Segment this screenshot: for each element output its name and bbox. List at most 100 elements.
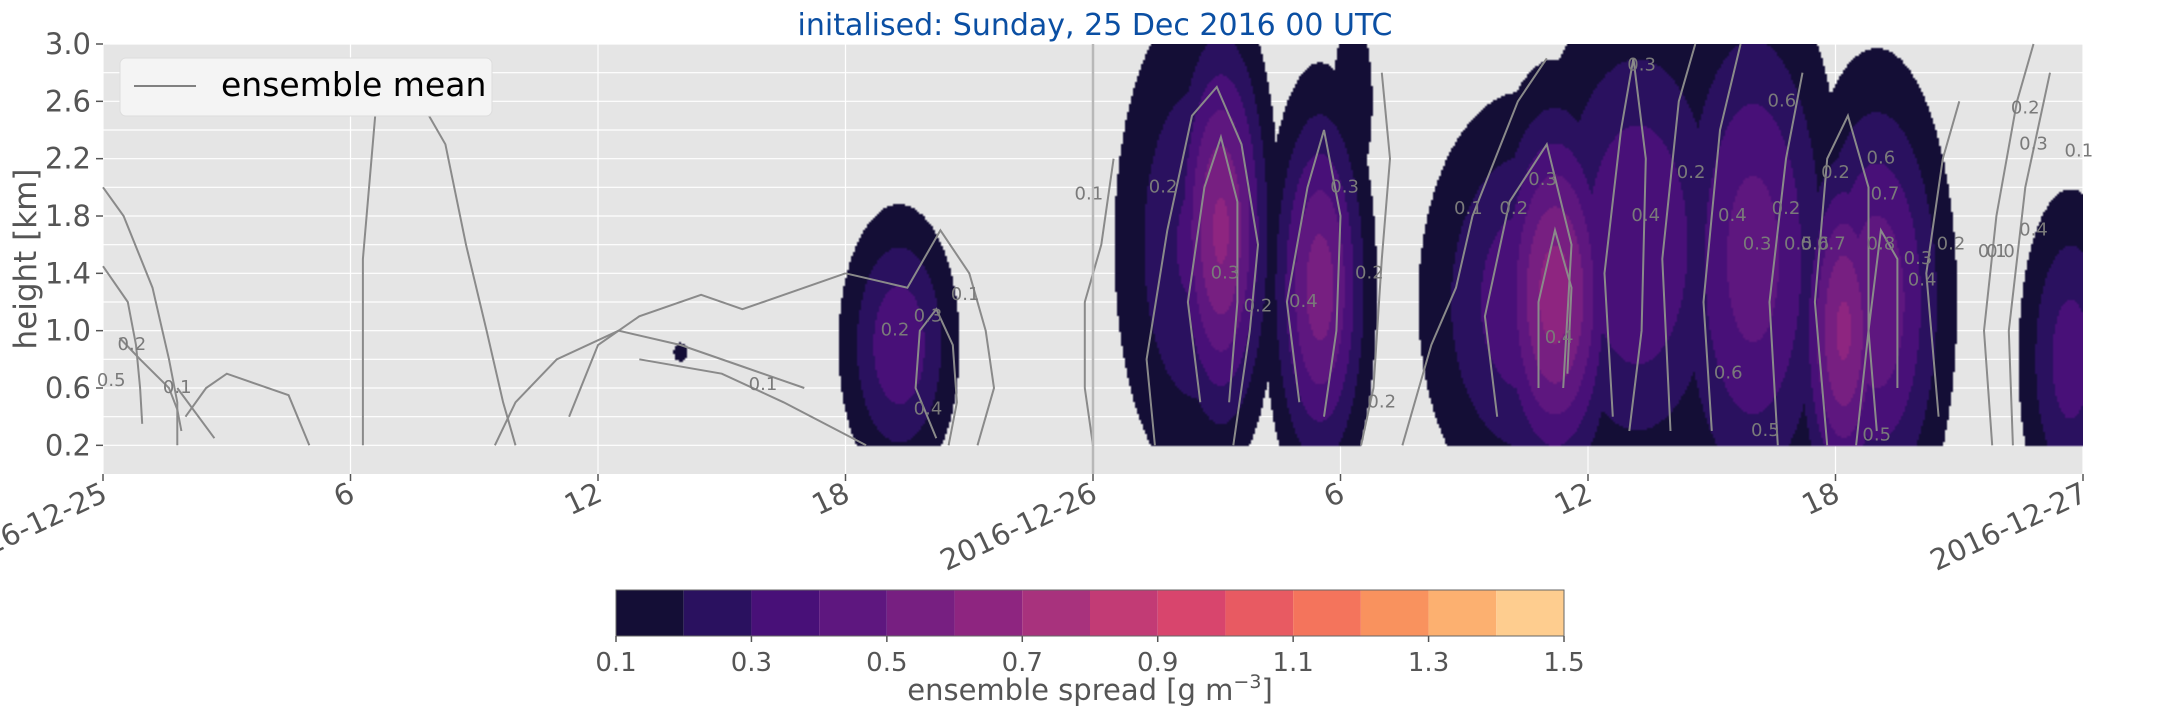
contour-label: 0.2	[1367, 391, 1396, 412]
colorbar-cell	[1496, 590, 1564, 636]
x-tick-label: 2016-12-26	[935, 476, 1102, 578]
colorbar-cell	[616, 590, 684, 636]
colorbar-cell	[819, 590, 887, 636]
contour-label: 0.1	[1075, 184, 1104, 205]
contour-label: 0.2	[881, 320, 910, 341]
contour-label: 0.2	[1677, 162, 1706, 183]
colorbar-label-suffix: ]	[1261, 673, 1272, 707]
contour-label: 0.3	[1743, 234, 1772, 255]
mean-contour-0.2	[1925, 101, 1961, 417]
x-axis-ticks: 2016-12-25 6 12 18 2016-12-26 6 12 18 2016-12-27	[0, 474, 2092, 578]
contour-label: 0.1	[2065, 141, 2094, 162]
mean-contour-0.3	[1537, 226, 1573, 388]
contour-label: 0.6	[1867, 148, 1896, 169]
chart-title: initalised: Sunday, 25 Dec 2016 00 UTC	[798, 8, 1393, 43]
mean-contour-0.1	[1083, 158, 1115, 446]
mean-contour-0.3	[1661, 43, 1697, 432]
x-tick-label: 12	[559, 476, 607, 522]
contour-label: 0.7	[1817, 234, 1846, 255]
mean-contour-0.3	[2007, 72, 2051, 446]
contour-label: 0.4	[1289, 291, 1318, 312]
y-tick-label: 3.0	[45, 27, 91, 61]
y-tick-label: 2.2	[45, 142, 91, 176]
x-tick-label: 2016-12-25	[0, 476, 112, 578]
mean-contour-0.4	[1768, 72, 1804, 446]
contour-labels: 0.50.20.1 0.10.20.30.10.40.1 0.20.30.20.30…	[97, 55, 2093, 446]
x-tick-label: 18	[807, 476, 855, 522]
contour-label: 0.1	[1454, 198, 1483, 219]
mean-contour-0.4	[1285, 129, 1342, 417]
contour-label: 0.3	[1627, 55, 1656, 76]
colorbar-tick-label: 0.7	[1002, 648, 1043, 678]
contour-label: 0.2	[1821, 162, 1850, 183]
x-tick-label: 2016-12-27	[1925, 476, 2092, 578]
contour-label: 0.3	[1528, 169, 1557, 190]
colorbar-cell	[1157, 590, 1226, 636]
contour-label: 0.4	[2019, 219, 2048, 240]
contour-label: 0.4	[1718, 205, 1747, 226]
mean-contour-0.1	[118, 337, 183, 432]
colorbar-ticks: 0.1 0.3 0.5 0.7 0.9 1.1 1.3 1.5	[595, 636, 1585, 678]
y-tick-label: 1.4	[45, 256, 91, 290]
legend-box	[119, 57, 493, 117]
colorbar-label: ensemble spread [g m−3]	[907, 671, 1273, 707]
y-tick-label: 2.6	[45, 84, 91, 118]
contour-label: 0.3	[1904, 248, 1933, 269]
y-tick-label: 0.6	[45, 371, 91, 405]
mean-contour-0.1	[176, 387, 216, 439]
colorbar-cell	[1022, 590, 1090, 636]
mean-contour-0.1	[102, 265, 144, 424]
mean-contour-0.8	[1867, 227, 1899, 432]
colorbar-label-text: ensemble spread [g m	[907, 673, 1233, 707]
colorbar-tick-label: 1.3	[1408, 648, 1449, 678]
contour-label: 0.5	[1784, 234, 1813, 255]
contour-label: 0.8	[1867, 234, 1896, 255]
colorbar-tick-label: 1.5	[1543, 648, 1584, 678]
contour-label: 0.7	[1871, 184, 1900, 205]
mean-contour-0.2	[1483, 141, 1573, 417]
mean-contour-0.1	[1401, 57, 1548, 446]
mean-contour-0.1	[568, 272, 846, 418]
x-tick-label: 6	[1318, 476, 1349, 515]
colorbar-cell	[751, 590, 820, 636]
colorbar-cells	[616, 590, 1564, 636]
colorbar-tick-label: 0.9	[1137, 648, 1178, 678]
contour-label: 0.1	[749, 374, 778, 395]
mean-contour-0.2	[1145, 85, 1260, 446]
colorbar-tick-label: 0.3	[731, 648, 772, 678]
contour-label: 0.2	[1772, 198, 1801, 219]
contour-label: 0.2	[1499, 198, 1528, 219]
contour-label: 0.2	[1244, 295, 1273, 316]
mean-contour-0.1	[639, 358, 867, 447]
x-tick-label: 12	[1549, 476, 1597, 522]
contour-label: 0.4	[1908, 270, 1937, 291]
colorbar-cell	[1090, 590, 1158, 636]
contour-label: 0.1	[951, 284, 980, 305]
colorbar-cell	[683, 590, 752, 636]
mean-contour-0.2	[1360, 72, 1392, 446]
colorbar-cell	[1293, 590, 1361, 636]
y-axis-ticks: 0.2 0.6 1.0 1.4 1.8 2.2 2.6 3.0	[45, 27, 103, 462]
colorbar-cell	[1428, 590, 1497, 636]
colorbar-cell	[886, 590, 955, 636]
x-tick-label: 6	[328, 476, 359, 515]
x-tick-label: 18	[1797, 476, 1845, 522]
legend-entry-ensemble-mean: ensemble mean	[221, 65, 486, 104]
mean-contour-0.3	[1186, 133, 1239, 403]
colorbar-cell	[1225, 590, 1294, 636]
contour-label: 0.2	[1937, 234, 1966, 255]
y-tick-label: 1.0	[45, 314, 91, 348]
mean-contour-0.1	[845, 228, 996, 446]
colorbar-cell	[954, 590, 1023, 636]
colorbar-tick-label: 0.1	[595, 648, 636, 678]
contour-label: 0.6	[1768, 90, 1797, 111]
contour-label: 0.2	[118, 334, 147, 355]
contour-label: 0.3	[1330, 176, 1359, 197]
mean-contours	[102, 43, 2051, 447]
contour-label: 0.2	[1149, 176, 1178, 197]
contour-label: 0.6	[1714, 363, 1743, 384]
contour-label: 0.2	[1355, 262, 1384, 283]
mean-contour-0.3	[914, 307, 958, 446]
legend: ensemble mean	[119, 57, 493, 117]
colorbar: 0.1 0.3 0.5 0.7 0.9 1.1 1.3 1.5 ensemble spread…	[595, 589, 1585, 707]
